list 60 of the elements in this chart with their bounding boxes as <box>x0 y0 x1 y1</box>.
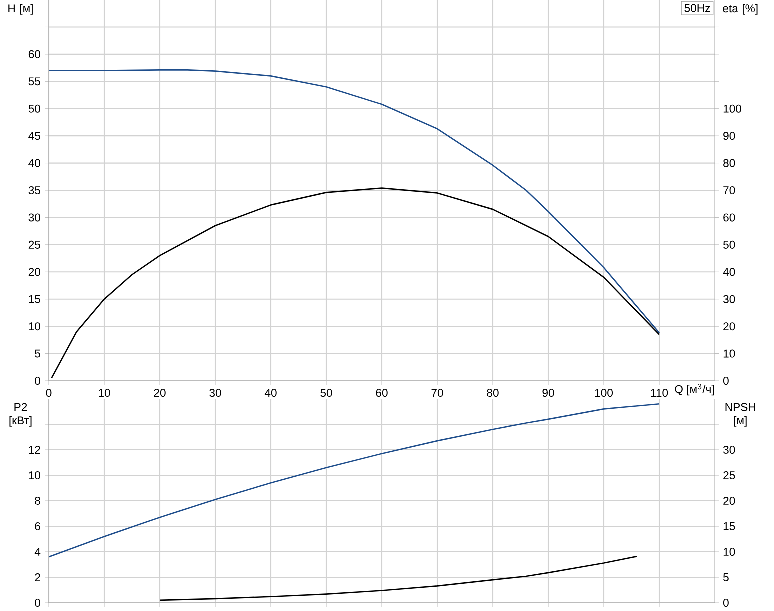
y-tick-label: 0 <box>35 599 41 608</box>
y2-tick-label: 90 <box>724 132 736 140</box>
y-tick-label: 8 <box>35 497 40 506</box>
y2-tick-label: 30 <box>723 295 736 304</box>
x-tick-label: 70 <box>432 389 444 398</box>
y-tick-label: 2 <box>35 574 40 582</box>
y-tick-label: 50 <box>28 104 41 113</box>
y-tick-label: 6 <box>35 522 40 531</box>
y2-tick-label: 50 <box>724 240 736 249</box>
y-tick-label: 55 <box>28 78 40 86</box>
y2-tick-label: 25 <box>724 472 736 480</box>
y-tick-label: 4 <box>34 548 41 556</box>
y-tick-label: 20 <box>28 268 41 276</box>
y-axis-title: H [м] <box>8 4 33 15</box>
y2-tick-label: 10 <box>724 350 736 358</box>
y2-tick-label: 0 <box>723 599 729 608</box>
y2-tick-label: 60 <box>724 214 736 222</box>
x-tick-label: 80 <box>487 389 499 398</box>
y-tick-label: 25 <box>28 240 40 249</box>
y2-tick-label: 20 <box>724 322 736 331</box>
y-axis-title: P2 [кВт] <box>10 403 32 427</box>
y2-tick-label: 30 <box>723 446 736 454</box>
line-series <box>159 556 638 602</box>
y2-tick-label: 70 <box>724 186 736 195</box>
x-tick-label: 90 <box>542 389 554 398</box>
y-tick-label: 60 <box>28 50 41 58</box>
x-tick-label: 50 <box>320 389 332 398</box>
y-tick-label: 30 <box>28 214 41 222</box>
y2-tick-label: 40 <box>723 268 736 276</box>
y2-tick-label: 100 <box>724 104 742 113</box>
y-tick-label: 12 <box>29 446 40 454</box>
x-tick-label: 110 <box>651 389 668 398</box>
y2-tick-label: 20 <box>724 497 736 506</box>
x-axis-title: Q [м$^{3}$/ч] <box>675 384 714 396</box>
x-tick-label: 10 <box>99 389 110 398</box>
y-tick-label: 35 <box>28 186 40 195</box>
y2-tick-label: 10 <box>724 548 736 556</box>
x-tick-label: 20 <box>154 389 166 398</box>
line-series <box>51 188 660 379</box>
y2-axis-title: eta [%] <box>723 4 758 15</box>
x-tick-label: 0 <box>46 389 52 398</box>
y-tick-label: 15 <box>29 295 40 304</box>
y-tick-label: 40 <box>28 159 41 168</box>
y-tick-label: 0 <box>35 377 41 386</box>
line-series <box>49 70 660 334</box>
y-tick-label: 10 <box>29 472 41 480</box>
line-series <box>49 403 660 558</box>
y-tick-label: 45 <box>28 132 40 140</box>
annotation: 50Hz <box>684 4 710 12</box>
y-tick-label: 10 <box>29 322 41 331</box>
y2-tick-label: 15 <box>724 522 736 530</box>
x-tick-label: 60 <box>376 389 388 398</box>
y2-tick-label: 80 <box>724 159 736 168</box>
y2-tick-label: 0 <box>723 377 729 386</box>
y2-tick-label: 5 <box>724 574 729 582</box>
x-tick-label: 40 <box>264 389 277 398</box>
y2-axis-title: NPSH [м] <box>726 403 756 427</box>
x-tick-label: 100 <box>595 389 614 398</box>
y-tick-label: 5 <box>35 350 40 358</box>
x-tick-label: 30 <box>210 389 222 398</box>
